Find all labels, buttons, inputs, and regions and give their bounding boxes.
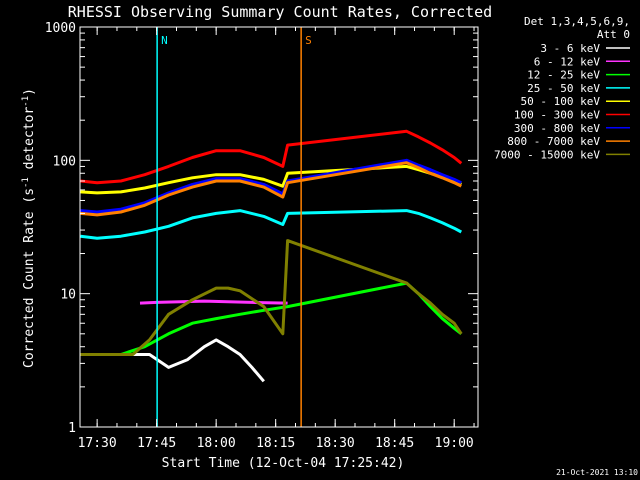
plot-series [80,129,463,383]
legend-label-0: 3 - 6 keV [540,42,600,55]
y-axis-label-part1: Corrected Count Rate (s [22,188,37,368]
y-axis-label-sup1: -1 [21,177,31,188]
annotation-label-1: S [305,34,312,47]
y-axis-label-sup2: -1 [21,96,31,107]
x-tick-label-4: 18:30 [316,436,355,451]
x-tick-label-6: 19:00 [435,436,474,451]
legend-header-0: Det 1,3,4,5,6,9, [524,15,630,28]
plot-axes: 17:30 17:45 18:00 18:15 18:30 18:45 19:00 1 10 10… [45,21,479,451]
legend-label-4: 50 - 100 keV [521,95,601,108]
y-axis-label: Corrected Count Rate (s-1 detector-1) [21,88,37,368]
x-axis-label: Start Time (12-Oct-04 17:25:42) [162,456,405,471]
legend-label-8: 7000 - 15000 keV [494,148,600,161]
y-tick-label-3: 1000 [45,21,76,36]
x-tick-label-1: 17:45 [137,436,176,451]
plot-frame [79,26,479,428]
legend-label-5: 100 - 300 keV [514,109,600,122]
legend-label-6: 300 - 800 keV [514,122,600,135]
series-line-5 [80,129,463,185]
series-line-6 [80,158,462,214]
legend-label-7: 800 - 7000 keV [507,135,600,148]
legend-label-2: 12 - 25 keV [527,69,600,82]
series-line-7 [80,161,462,217]
legend-header-1: Att 0 [597,28,630,41]
chart-title: RHESSI Observing Summary Count Rates, Co… [68,3,492,21]
y-tick-label-2: 100 [53,154,76,169]
legend-label-3: 25 - 50 keV [527,82,600,95]
series-line-2 [80,281,463,356]
x-tick-label-5: 18:45 [375,436,414,451]
x-tick-label-0: 17:30 [78,436,117,451]
x-tick-label-3: 18:15 [256,436,295,451]
y-tick-label-1: 10 [60,288,76,303]
x-tick-label-2: 18:00 [197,436,236,451]
annotation-label-0: N [161,34,168,47]
y-tick-label-0: 1 [68,421,76,436]
series-line-3 [80,209,463,240]
y-axis-label-part3: ) [22,88,37,96]
legend-label-1: 6 - 12 keV [534,55,601,68]
footer-date: 21-Oct-2021 13:10 [556,468,638,477]
y-axis-label-part2: detector [22,107,37,178]
series-line-8 [80,239,463,356]
series-line-1 [139,299,288,305]
